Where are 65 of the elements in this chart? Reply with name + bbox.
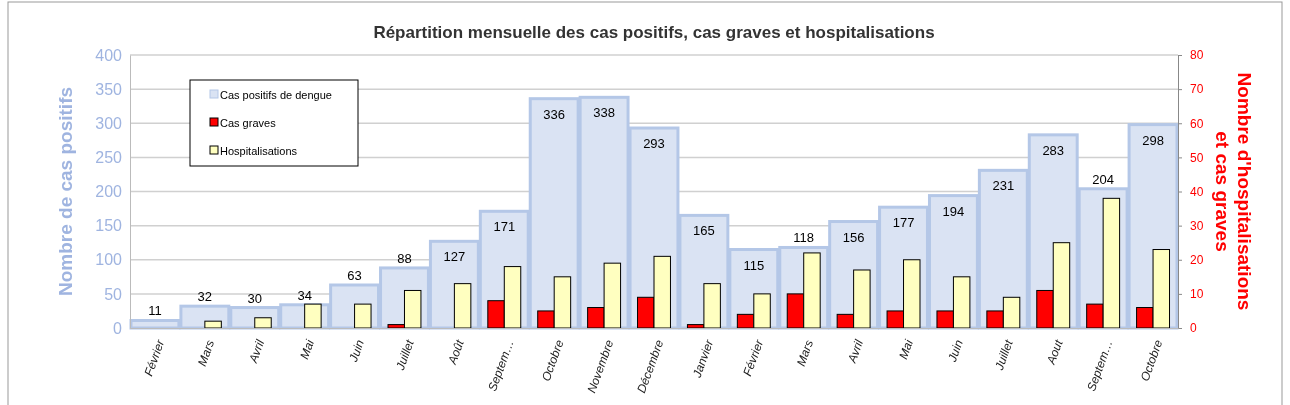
y2-tick-label: 0: [1190, 321, 1197, 336]
x-tick-label: Avril: [245, 337, 268, 366]
x-tick-label: Juin: [345, 337, 368, 365]
y-tick-label: 0: [113, 319, 123, 337]
data-label: 11: [148, 303, 162, 319]
data-label: 156: [842, 229, 865, 245]
data-label: 63: [347, 268, 362, 283]
y-tick-label: 300: [95, 114, 123, 132]
legend-label: Cas graves: [220, 116, 277, 129]
y2-tick-label: 70: [1190, 82, 1204, 97]
bar: [453, 283, 472, 329]
y2-tick-label: 60: [1190, 116, 1204, 131]
data-label: 177: [892, 215, 915, 231]
chart-title: Répartition mensuelle des cas positifs, cas graves et hospitalisations: [373, 23, 935, 42]
x-tick-label: Aout: [1043, 337, 1066, 368]
data-label: 30: [247, 290, 262, 306]
y-tick-label: 400: [95, 46, 123, 64]
x-tick-label: Juillet: [991, 337, 1016, 373]
y-tick-label: 200: [95, 183, 123, 201]
y2-tick-label: 10: [1190, 287, 1204, 302]
data-label: 34: [297, 287, 312, 303]
y-tick-label: 150: [95, 217, 123, 235]
data-label: 115: [743, 257, 765, 273]
bar: [204, 320, 222, 329]
bar: [254, 317, 272, 329]
data-label: 338: [593, 105, 615, 121]
x-tick-label: Mars: [793, 338, 817, 368]
y2-tick-label: 20: [1190, 253, 1204, 268]
x-tick-label: Février: [141, 337, 168, 378]
x-tick-label: Mai: [297, 337, 318, 362]
y2-axis-title: Nombre d'hospitalisations et cas graves: [1212, 72, 1255, 311]
data-label: 194: [942, 203, 965, 219]
x-tick-label: Juillet: [392, 337, 418, 373]
data-label: 32: [197, 289, 213, 305]
x-tick-label: Avril: [844, 337, 867, 366]
data-label: 88: [397, 250, 412, 266]
bar: [354, 303, 372, 329]
data-label: 298: [1142, 132, 1164, 148]
data-label: 171: [493, 219, 516, 235]
y2-tick-label: 40: [1190, 184, 1204, 199]
data-label: 204: [1092, 171, 1114, 187]
x-tick-label: Mai: [896, 337, 916, 362]
legend-label: Hospitalisations: [220, 144, 298, 157]
y-tick-label: 50: [104, 285, 123, 303]
data-label: 336: [543, 106, 566, 122]
data-label: 231: [992, 178, 1015, 194]
data-label: 283: [1042, 142, 1065, 158]
x-tick-label: Février: [740, 337, 767, 378]
x-tick-label: Octobre: [538, 337, 567, 383]
x-tick-label: Août: [444, 337, 467, 368]
x-tick-label: Mars: [194, 338, 218, 368]
data-label: 165: [693, 223, 715, 239]
y-tick-label: 250: [95, 148, 123, 166]
y-axis-title: Nombre de cas positifs: [55, 86, 76, 297]
y-tick-label: 350: [95, 80, 123, 98]
y-tick-label: 100: [95, 251, 123, 269]
x-tick-label: Janvier: [689, 337, 717, 381]
data-label: 118: [793, 230, 815, 246]
legend-label: Cas positifs de dengue: [220, 88, 332, 101]
y2-tick-label: 30: [1190, 218, 1204, 233]
y2-tick-label: 80: [1190, 48, 1204, 63]
y2-tick-label: 50: [1190, 150, 1204, 165]
data-label: 293: [643, 136, 665, 152]
x-tick-label: Juin: [944, 337, 966, 365]
data-label: 127: [443, 249, 466, 265]
